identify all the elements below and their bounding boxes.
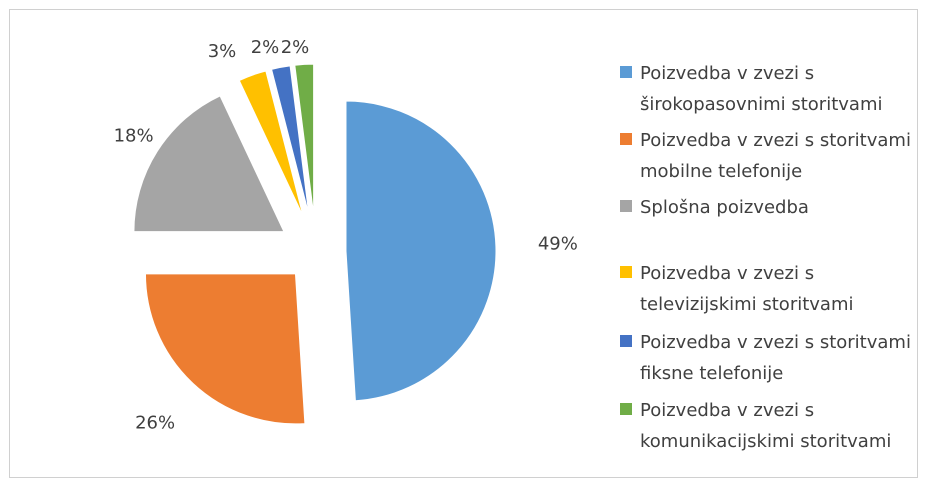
legend-item: Splošna poizvedba (620, 192, 920, 223)
data-label: 49% (538, 233, 578, 254)
legend-label: Poizvedba v zvezi s storitvami mobilne t… (640, 130, 911, 182)
legend-item: Poizvedba v zvezi s televizijskimi stori… (620, 258, 920, 320)
legend-item: Poizvedba v zvezi s širokopasovnimi stor… (620, 58, 920, 120)
legend-label: Poizvedba v zvezi s televizijskimi stori… (640, 263, 854, 315)
legend-label: Poizvedba v zvezi s širokopasovnimi stor… (640, 63, 883, 115)
data-label: 26% (135, 412, 175, 433)
legend-swatch (620, 403, 632, 415)
pie-slice (270, 65, 310, 215)
legend-item: Poizvedba v zvezi s komunikacijskimi sto… (620, 395, 920, 457)
data-label: 18% (114, 125, 154, 146)
pie-slice (294, 63, 315, 215)
legend-swatch (620, 133, 632, 145)
pie-slice (345, 100, 497, 402)
legend-label: Poizvedba v zvezi s storitvami fiksne te… (640, 332, 911, 384)
legend-item: Poizvedba v zvezi s storitvami mobilne t… (620, 125, 920, 187)
pie-slice (133, 95, 285, 233)
data-label: 2% (281, 37, 310, 58)
legend-label: Poizvedba v zvezi s komunikacijskimi sto… (640, 400, 892, 452)
legend-item: Poizvedba v zvezi s storitvami fiksne te… (620, 327, 920, 389)
legend-label: Splošna poizvedba (640, 197, 809, 218)
pie-slice (144, 273, 306, 425)
legend-swatch (620, 66, 632, 78)
legend-swatch (620, 200, 632, 212)
legend-swatch (620, 335, 632, 347)
pie-slice (238, 70, 304, 217)
data-label: 2% (251, 37, 280, 58)
data-label: 3% (208, 41, 237, 62)
legend-swatch (620, 266, 632, 278)
